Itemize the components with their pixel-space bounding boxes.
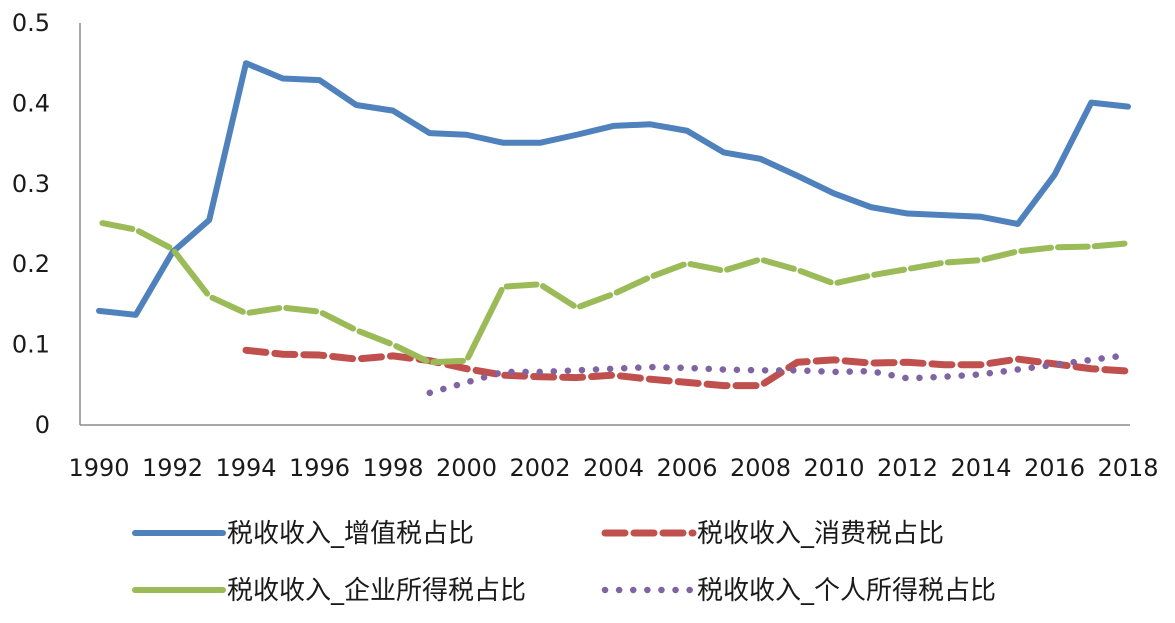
series-segment (797, 268, 834, 286)
x-tick-label: 1990 (68, 454, 129, 482)
legend-item: 税收收入_个人所得税占比 (601, 576, 996, 606)
series-segment (944, 257, 981, 266)
x-tick-label: 2004 (583, 454, 644, 482)
legend-label: 税收收入_增值税占比 (227, 519, 474, 549)
y-tick-label: 0.1 (12, 331, 50, 359)
series-segment (465, 286, 505, 361)
series-segment (613, 275, 651, 296)
series-segment (430, 357, 467, 366)
series-segment (760, 257, 797, 272)
series-segment (135, 228, 173, 251)
x-axis-ticks: 1990 1992 1994 1996 1998 2000 2002 2004 2006 2008… (68, 454, 1158, 482)
legend-label: 税收收入_消费税占比 (697, 519, 944, 549)
x-tick-label: 1996 (289, 454, 350, 482)
y-tick-label: 0.5 (12, 9, 50, 37)
x-tick-label: 2002 (509, 454, 570, 482)
legend-item: 税收收入_增值税占比 (132, 519, 474, 549)
y-tick-label: 0.3 (12, 170, 50, 198)
series-segment (650, 261, 687, 279)
y-tick-label: 0.2 (12, 250, 50, 278)
x-tick-label: 2012 (877, 454, 938, 482)
x-tick-label: 1994 (215, 454, 276, 482)
series-segment (577, 292, 614, 310)
series-segment (1055, 243, 1091, 251)
series-segment (209, 294, 246, 315)
legend-label: 税收收入_企业所得税占比 (227, 576, 526, 606)
series-segment (283, 304, 320, 315)
series-segment (319, 310, 357, 332)
series-segment (687, 261, 724, 273)
x-tick-label: 2014 (950, 454, 1011, 482)
axes (79, 23, 1130, 426)
series-lines (96, 60, 1132, 397)
series-segment (907, 260, 944, 272)
series-path (426, 351, 1132, 397)
legend-item: 税收收入_企业所得税占比 (132, 576, 526, 606)
legend-item: 税收收入_消费税占比 (601, 519, 944, 549)
x-tick-label: 2000 (436, 454, 497, 482)
series-segment (539, 283, 577, 309)
series-segment (834, 273, 871, 286)
series-segment (246, 305, 283, 316)
series-segment (356, 328, 393, 347)
series-segment (871, 266, 908, 278)
series-path (96, 60, 1131, 318)
series-segment (503, 281, 540, 290)
legend-label: 税收收入_个人所得税占比 (697, 576, 996, 606)
x-tick-label: 1998 (362, 454, 423, 482)
series-segment (1091, 240, 1128, 250)
x-tick-label: 2016 (1024, 454, 1085, 482)
x-tick-label: 1992 (142, 454, 203, 482)
x-tick-label: 2008 (730, 454, 791, 482)
y-tick-label: 0 (35, 411, 50, 439)
series-segment (171, 248, 211, 297)
series-path (242, 346, 1132, 390)
series-segment (1018, 244, 1055, 254)
series-segment (393, 343, 430, 364)
series-4-line (426, 351, 1132, 397)
series-3-line (99, 220, 1128, 366)
x-tick-label: 2018 (1097, 454, 1158, 482)
series-segment (99, 220, 136, 232)
x-tick-label: 2010 (803, 454, 864, 482)
y-axis-ticks: 0 0.1 0.2 0.3 0.4 0.5 (12, 9, 50, 439)
x-tick-label: 2006 (656, 454, 717, 482)
series-2-line (242, 346, 1132, 390)
series-1-line (96, 60, 1131, 318)
series-segment (981, 249, 1018, 263)
y-tick-label: 0.4 (12, 89, 50, 117)
series-segment (724, 257, 761, 273)
